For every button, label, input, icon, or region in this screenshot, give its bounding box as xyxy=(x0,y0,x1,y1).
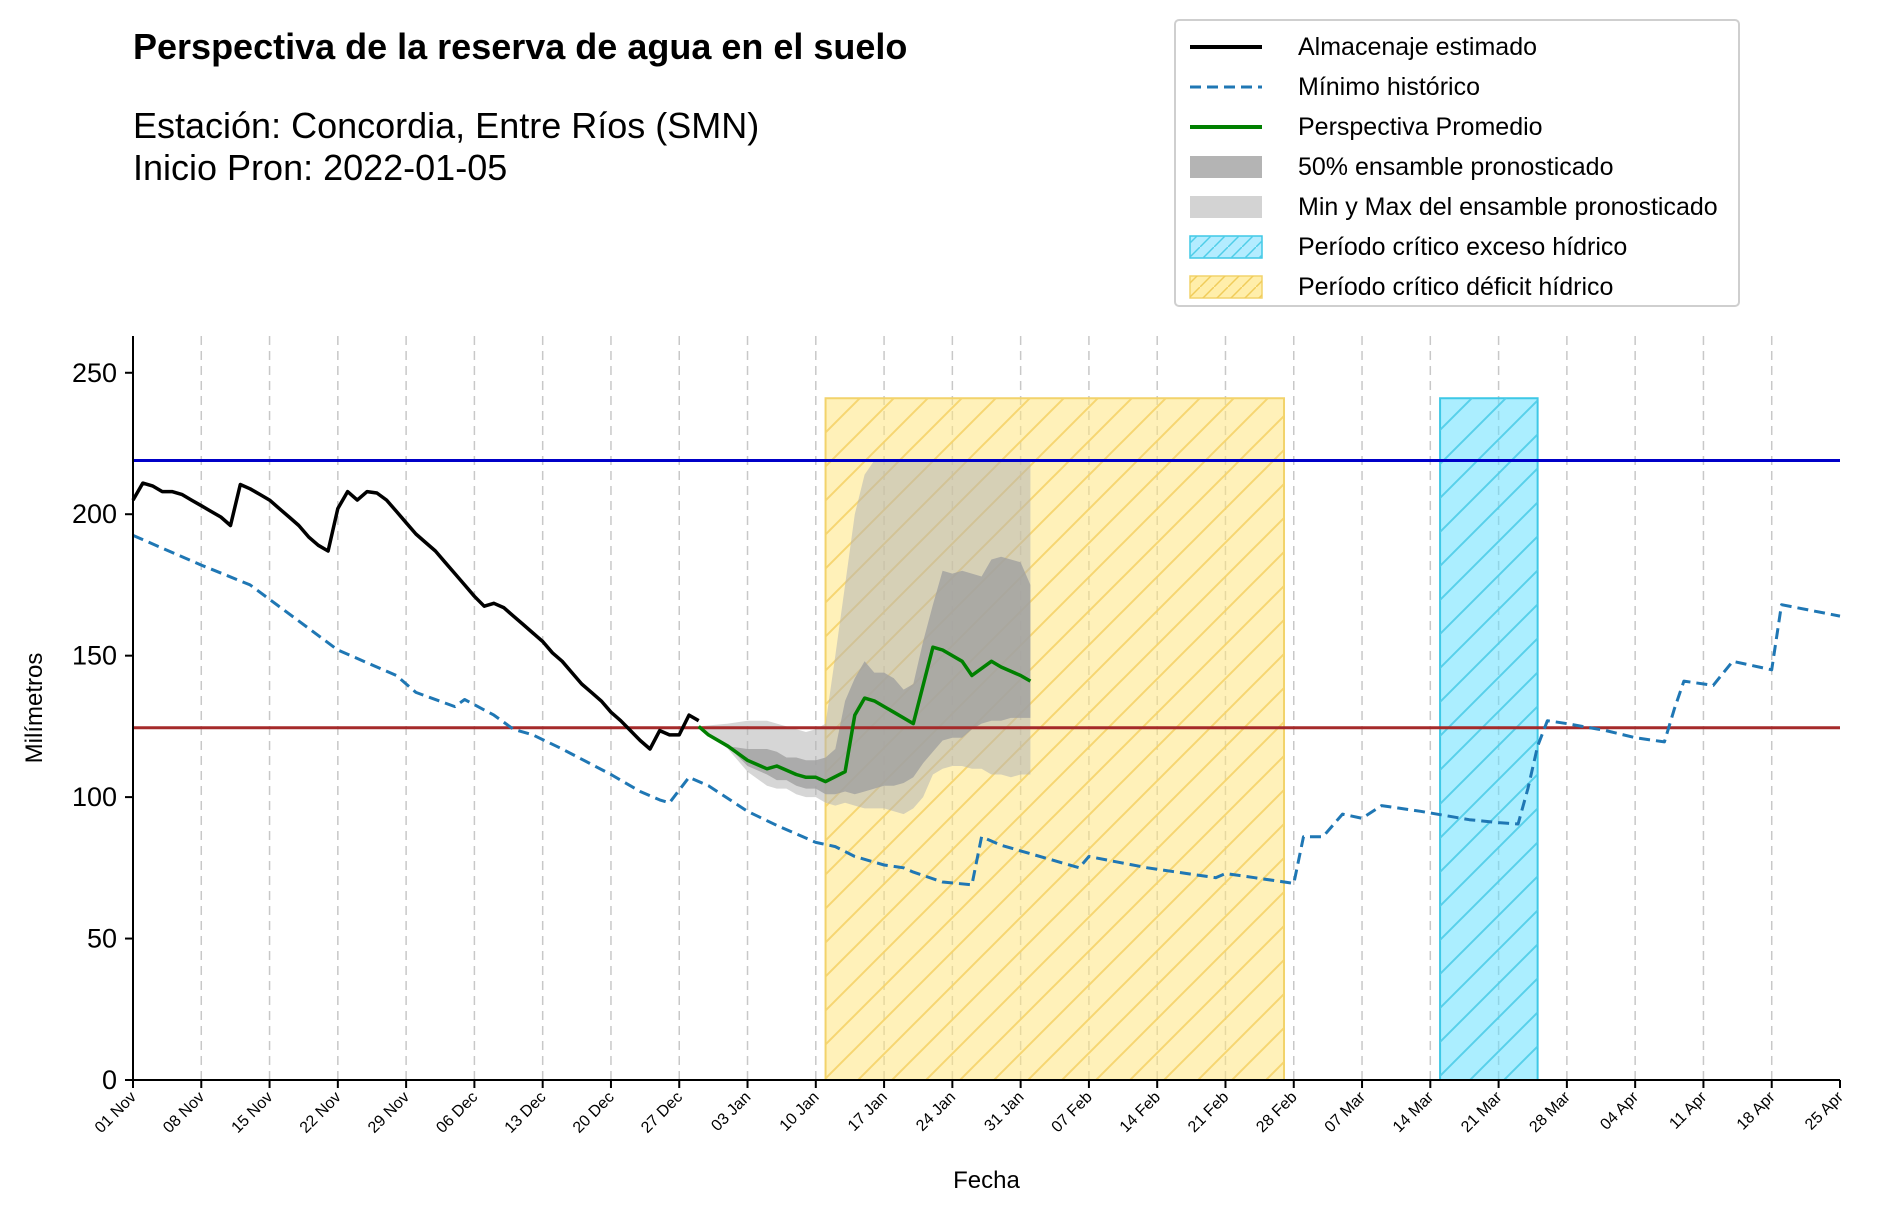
x-tick-label: 06 Dec xyxy=(433,1089,481,1137)
x-tick-label: 13 Dec xyxy=(502,1089,550,1137)
x-tick-label: 28 Mar xyxy=(1526,1088,1574,1136)
x-tick-label: 21 Mar xyxy=(1458,1088,1506,1136)
x-tick-label: 17 Jan xyxy=(845,1089,891,1135)
x-tick-label: 14 Feb xyxy=(1117,1089,1164,1136)
x-tick-label: 03 Jan xyxy=(708,1089,754,1135)
x-tick-label: 20 Dec xyxy=(570,1089,618,1137)
legend-label: Período crítico déficit hídrico xyxy=(1298,272,1614,301)
legend-label: Min y Max del ensamble pronosticado xyxy=(1298,192,1718,221)
y-tick-label: 100 xyxy=(72,782,117,812)
x-tick-label: 10 Jan xyxy=(777,1089,823,1135)
series-minimo-historico xyxy=(132,534,1841,887)
legend-item-periodo-critico-exceso-hidrico: Período crítico exceso hídrico xyxy=(1186,231,1627,263)
legend-swatch xyxy=(1190,156,1262,178)
chart-title: Perspectiva de la reserva de agua en el … xyxy=(133,26,908,67)
x-tick-label: 31 Jan xyxy=(981,1089,1027,1135)
band-50-ensamble-pronosticado xyxy=(728,556,1031,795)
x-tick-label: 21 Feb xyxy=(1185,1089,1232,1136)
legend-item-minimo-historico: Mínimo histórico xyxy=(1186,71,1480,103)
x-tick-label: 18 Apr xyxy=(1734,1088,1779,1133)
x-tick-label: 07 Feb xyxy=(1049,1089,1096,1136)
ensemble-bands xyxy=(698,460,1031,815)
legend-swatch xyxy=(1190,45,1262,49)
legend-label: Almacenaje estimado xyxy=(1298,32,1538,61)
period-periodo-critico-exceso-hidrico xyxy=(1439,397,1539,1082)
y-axis-label: Milímetros xyxy=(21,653,48,764)
x-tick-label: 29 Nov xyxy=(365,1089,413,1137)
x-tick-label: 01 Nov xyxy=(92,1089,140,1137)
x-tick-label: 08 Nov xyxy=(160,1089,208,1137)
legend-label: 50% ensamble pronosticado xyxy=(1298,152,1614,181)
legend-swatch xyxy=(1190,85,1262,89)
x-axis-label: Fecha xyxy=(953,1167,1020,1194)
series-perspectiva-promedio xyxy=(697,645,1032,784)
legend-label: Período crítico exceso hídrico xyxy=(1298,232,1628,261)
x-tick-label: 24 Jan xyxy=(913,1089,959,1135)
legend-swatch xyxy=(1189,235,1263,259)
x-tick-label: 28 Feb xyxy=(1253,1089,1300,1136)
legend-item-perspectiva-promedio: Perspectiva Promedio xyxy=(1186,111,1543,143)
y-tick-label: 250 xyxy=(72,358,117,388)
legend-item-almacenaje-estimado: Almacenaje estimado xyxy=(1186,31,1537,63)
legend-swatch xyxy=(1189,275,1263,299)
legend: Almacenaje estimado Mínimo histórico Persp… xyxy=(1174,19,1740,307)
y-tick-label: 150 xyxy=(72,641,117,671)
series-almacenaje-estimado xyxy=(131,481,700,751)
legend-item-50-ensamble-pronosticado: 50% ensamble pronosticado xyxy=(1186,151,1613,183)
y-tick-label: 50 xyxy=(87,924,117,954)
legend-item-periodo-critico-deficit-hidrico: Período crítico déficit hídrico xyxy=(1186,271,1613,303)
legend-swatch xyxy=(1190,125,1262,129)
x-tick-label: 14 Mar xyxy=(1390,1088,1438,1136)
period-hatch xyxy=(1440,398,1538,1081)
x-tick-label: 07 Mar xyxy=(1322,1088,1370,1136)
x-tick-label: 27 Dec xyxy=(638,1089,686,1137)
legend-swatch xyxy=(1190,196,1262,218)
legend-item-min-y-max-del-ensamble-pronosticado: Min y Max del ensamble pronosticado xyxy=(1186,191,1718,223)
y-tick-label: 0 xyxy=(102,1065,117,1095)
x-tick-label: 25 Apr xyxy=(1802,1088,1847,1133)
station-label: Estación: Concordia, Entre Ríos (SMN) xyxy=(133,105,760,146)
x-tick-label: 22 Nov xyxy=(297,1089,345,1137)
x-tick-label: 11 Apr xyxy=(1666,1088,1710,1132)
series-lines xyxy=(131,481,1841,887)
x-tick-label: 15 Nov xyxy=(229,1089,277,1137)
legend-label: Perspectiva Promedio xyxy=(1298,112,1543,141)
forecast-start-label: Inicio Pron: 2022-01-05 xyxy=(133,147,508,188)
reference-lines xyxy=(133,458,1840,730)
legend-label: Mínimo histórico xyxy=(1298,72,1480,101)
x-tick-label: 04 Apr xyxy=(1597,1088,1642,1133)
y-tick-label: 200 xyxy=(72,499,117,529)
